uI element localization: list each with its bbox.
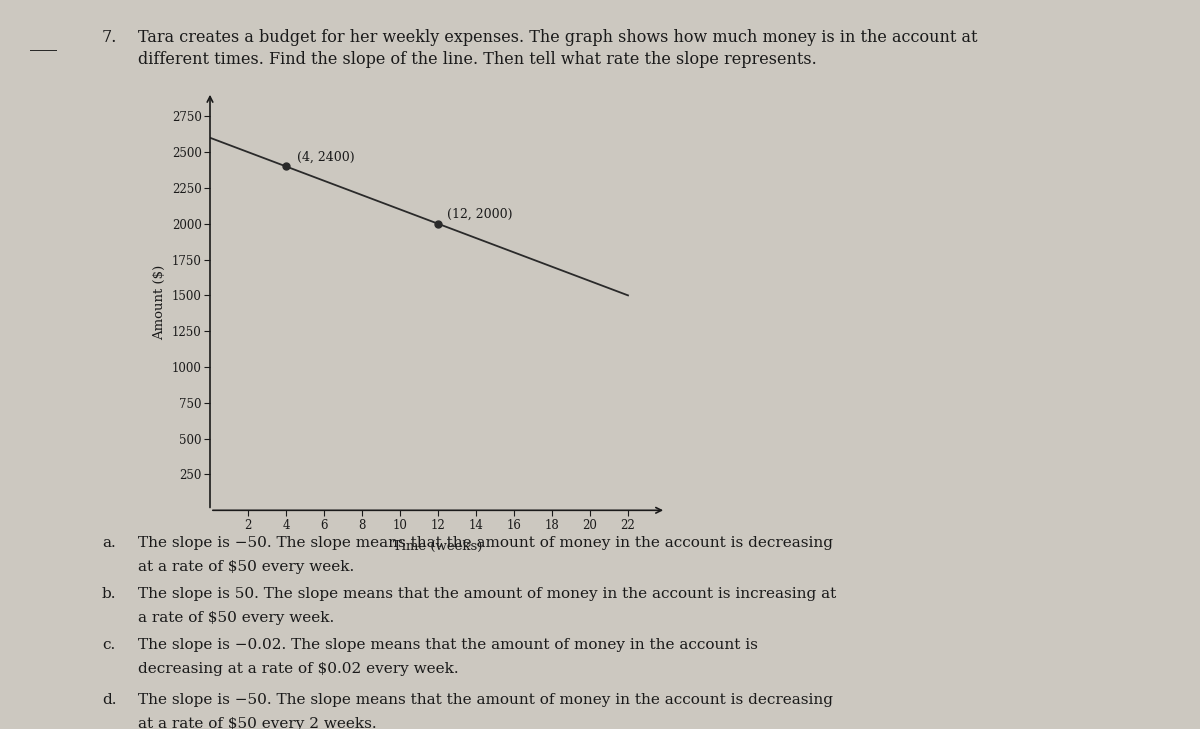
Y-axis label: Amount ($): Amount ($) xyxy=(154,265,167,340)
Text: The slope is −50. The slope means that the amount of money in the account is dec: The slope is −50. The slope means that t… xyxy=(138,536,833,550)
Text: c.: c. xyxy=(102,638,115,652)
Text: a rate of $50 every week.: a rate of $50 every week. xyxy=(138,611,335,625)
Text: at a rate of $50 every 2 weeks.: at a rate of $50 every 2 weeks. xyxy=(138,717,377,729)
X-axis label: Time (weeks): Time (weeks) xyxy=(394,540,482,553)
Text: (12, 2000): (12, 2000) xyxy=(448,208,512,221)
Text: ___: ___ xyxy=(30,33,58,51)
Text: different times. Find the slope of the line. Then tell what rate the slope repre: different times. Find the slope of the l… xyxy=(138,51,817,68)
Text: 7.: 7. xyxy=(102,29,118,46)
Text: (4, 2400): (4, 2400) xyxy=(298,151,355,164)
Text: The slope is −50. The slope means that the amount of money in the account is dec: The slope is −50. The slope means that t… xyxy=(138,693,833,706)
Text: a.: a. xyxy=(102,536,115,550)
Text: Tara creates a budget for her weekly expenses. The graph shows how much money is: Tara creates a budget for her weekly exp… xyxy=(138,29,978,46)
Text: d.: d. xyxy=(102,693,116,706)
Text: b.: b. xyxy=(102,587,116,601)
Text: The slope is −0.02. The slope means that the amount of money in the account is: The slope is −0.02. The slope means that… xyxy=(138,638,758,652)
Text: The slope is 50. The slope means that the amount of money in the account is incr: The slope is 50. The slope means that th… xyxy=(138,587,836,601)
Text: at a rate of $50 every week.: at a rate of $50 every week. xyxy=(138,560,354,574)
Text: decreasing at a rate of $0.02 every week.: decreasing at a rate of $0.02 every week… xyxy=(138,662,458,676)
